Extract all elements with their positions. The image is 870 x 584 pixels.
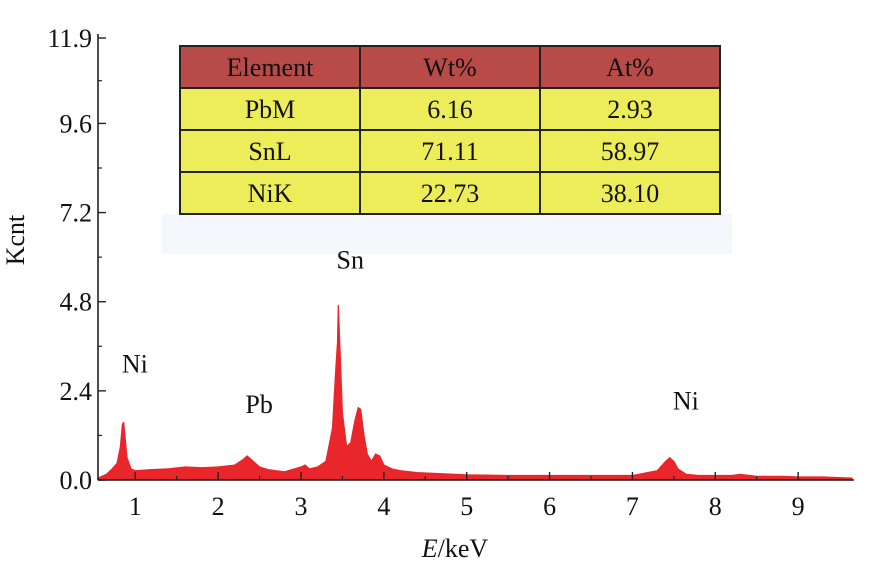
x-tick-label: 9 <box>792 492 805 521</box>
composition-table: Element Wt% At% PbM 6.16 2.93 SnL 71.11 58.97 NiK… <box>162 45 732 254</box>
x-axis-title-unit: /keV <box>438 534 489 563</box>
x-tick-label: 8 <box>709 492 722 521</box>
table-cell-text: NiK <box>248 179 293 208</box>
peak-label-0: Ni <box>122 349 148 378</box>
x-tick-label: 4 <box>377 492 390 521</box>
x-axis-title-italic: E <box>421 534 438 563</box>
peak-label-1: Pb <box>245 390 272 419</box>
table-cell <box>179 171 361 215</box>
x-tick-label: 6 <box>543 492 556 521</box>
axes-layer: 0.0 2.4 4.8 7.2 9.6 11.9 1 2 3 4 5 6 7 8 9 E/keV Kcnt <box>1 24 854 563</box>
x-tick-label: 5 <box>460 492 473 521</box>
labels-layer: Ni Pb Sn Ni <box>122 245 699 419</box>
y-tick-label: 4.8 <box>60 288 93 317</box>
table-cell-text: 22.73 <box>421 179 480 208</box>
table-cell-text: 38.10 <box>601 179 660 208</box>
table-cell-text: PbM <box>245 95 296 124</box>
table-cell-text: 71.11 <box>421 137 479 166</box>
spectrum-series-0 <box>97 304 853 481</box>
table-header-text: At% <box>606 53 654 82</box>
table-cell-text: 58.97 <box>601 137 660 166</box>
peak-label-2: Sn <box>337 245 364 274</box>
y-axis-title: Kcnt <box>1 214 30 265</box>
table-header-cell <box>179 45 361 89</box>
x-axis-title: E/keV <box>421 534 489 563</box>
y-tick-label: 7.2 <box>60 199 93 228</box>
table-header-cell <box>359 45 541 89</box>
plot-layer <box>97 304 853 481</box>
table-header-text: Wt% <box>423 53 476 82</box>
x-tick-label: 1 <box>129 492 142 521</box>
table-cell <box>179 129 361 173</box>
table-header-text: Element <box>227 53 314 82</box>
x-tick-label: 3 <box>295 492 308 521</box>
table-cell <box>359 171 541 215</box>
table-cell-text: 2.93 <box>607 95 653 124</box>
table-cell-text: 6.16 <box>427 95 473 124</box>
y-tick-label: 0.0 <box>60 466 93 495</box>
peak-label-3: Ni <box>673 386 699 415</box>
table-cell <box>539 129 721 173</box>
y-tick-label: 11.9 <box>47 24 92 53</box>
table-cell <box>539 171 721 215</box>
y-tick-label: 9.6 <box>60 109 93 138</box>
table-shadow <box>162 214 732 254</box>
x-tick-label: 7 <box>626 492 639 521</box>
x-tick-label: 2 <box>212 492 225 521</box>
table-cell-text: SnL <box>248 137 291 166</box>
y-tick-label: 2.4 <box>60 377 93 406</box>
